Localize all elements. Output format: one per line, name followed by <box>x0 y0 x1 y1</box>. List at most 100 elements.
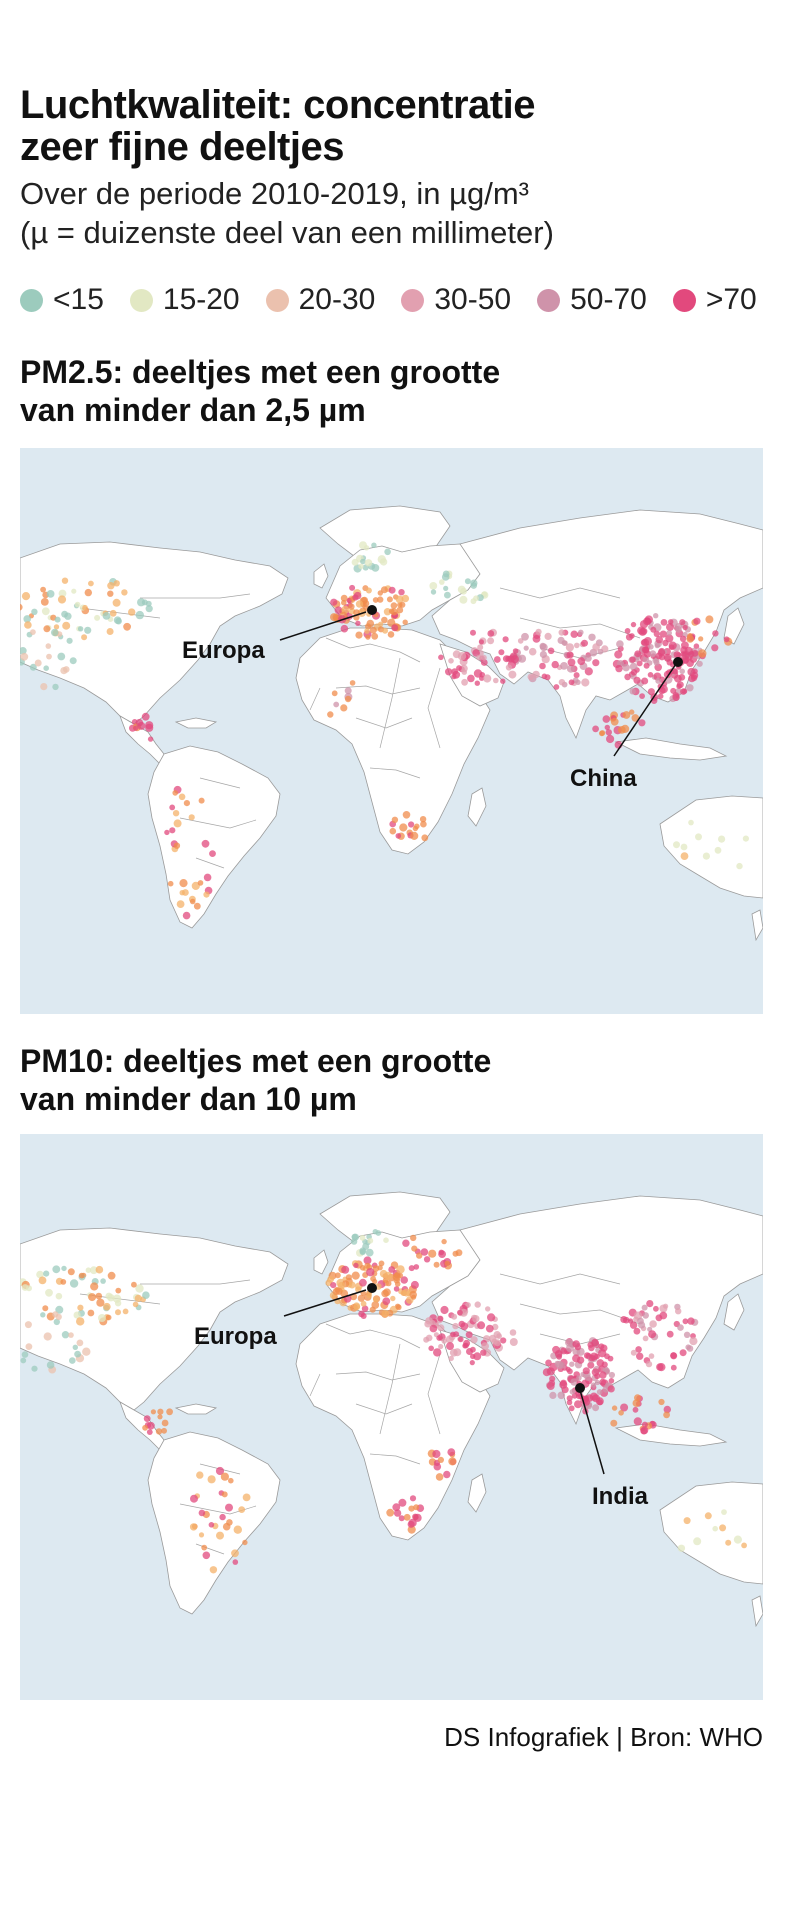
station-dot <box>493 1331 501 1339</box>
station-dot <box>607 1385 615 1393</box>
legend-label: 15-20 <box>162 283 240 316</box>
station-dot <box>433 1348 442 1357</box>
station-dot <box>693 617 701 625</box>
station-dot <box>599 730 606 736</box>
station-dot <box>698 636 704 642</box>
station-dot <box>643 662 650 669</box>
station-dot <box>345 1274 352 1281</box>
station-dot <box>447 1448 456 1456</box>
station-dot <box>429 582 438 590</box>
station-dot <box>666 623 674 632</box>
station-dot <box>663 653 672 662</box>
station-dot <box>658 1398 665 1406</box>
station-dot <box>419 816 427 823</box>
station-dot <box>456 665 462 671</box>
station-dot <box>566 1395 573 1402</box>
station-dot <box>498 649 505 656</box>
station-dot <box>58 589 67 598</box>
station-dot <box>410 1234 417 1242</box>
station-dot <box>355 600 364 608</box>
station-dot <box>647 688 655 696</box>
station-dot <box>96 1298 105 1307</box>
station-dot <box>77 626 84 632</box>
station-dot <box>718 835 726 843</box>
station-dot <box>113 580 120 587</box>
station-dot <box>167 880 174 887</box>
station-dot <box>420 1248 429 1256</box>
station-dot <box>508 670 517 679</box>
station-dot <box>712 1525 718 1532</box>
station-dot <box>337 1281 346 1290</box>
station-dot <box>232 1559 239 1565</box>
station-dot <box>228 1477 234 1484</box>
station-dot <box>672 693 680 701</box>
station-dot <box>587 1361 595 1369</box>
station-dot <box>622 711 631 719</box>
station-dot <box>410 831 419 840</box>
station-dot <box>610 1419 618 1427</box>
station-dot <box>341 1265 350 1274</box>
legend-item-20-30: 20-30 <box>265 283 375 317</box>
station-dot <box>102 612 111 620</box>
station-dot <box>188 814 195 821</box>
station-dot <box>439 579 445 585</box>
station-dot <box>373 1296 379 1303</box>
station-dot <box>388 608 395 614</box>
station-dot <box>391 624 399 632</box>
station-dot <box>365 634 371 640</box>
station-dot <box>725 1539 732 1546</box>
station-dot <box>201 1544 208 1551</box>
station-dot <box>145 600 152 607</box>
station-dot <box>334 606 343 615</box>
station-dot <box>617 726 626 734</box>
station-dot <box>161 1419 169 1427</box>
station-dot <box>461 669 467 675</box>
station-dot <box>359 1249 366 1256</box>
station-dot <box>629 1321 638 1329</box>
station-dot <box>653 1305 659 1312</box>
station-dot <box>135 1284 144 1293</box>
station-dot <box>95 1292 103 1300</box>
station-dot <box>386 1508 395 1517</box>
station-dot <box>443 585 449 591</box>
station-dot <box>150 1409 156 1415</box>
station-dot <box>400 1276 409 1284</box>
station-dot <box>365 1248 374 1257</box>
station-dot <box>377 1265 383 1271</box>
station-dot <box>203 891 210 898</box>
station-dot <box>435 1473 444 1481</box>
station-dot <box>40 683 48 691</box>
station-dot <box>648 1353 655 1359</box>
station-dot <box>95 1265 104 1274</box>
station-dot <box>182 911 191 920</box>
station-dot <box>331 690 338 697</box>
station-dot <box>445 1335 454 1344</box>
station-dot <box>521 632 529 641</box>
station-dot <box>493 677 499 684</box>
station-dot <box>551 660 559 669</box>
station-dot <box>675 1308 682 1315</box>
station-dot <box>570 1378 578 1386</box>
new-zealand-shape <box>751 909 763 942</box>
station-dot <box>24 621 32 629</box>
station-dot <box>630 669 638 676</box>
station-dot <box>643 617 652 626</box>
station-dot <box>535 628 542 635</box>
station-dot <box>155 1428 163 1435</box>
station-dot <box>60 1279 67 1285</box>
station-dot <box>123 622 131 631</box>
station-dot <box>453 1331 460 1338</box>
station-dot <box>52 1265 61 1274</box>
station-dot <box>681 688 688 694</box>
station-dot <box>458 1336 464 1343</box>
station-dot <box>71 588 77 594</box>
station-dot <box>53 1318 60 1326</box>
station-dot <box>581 678 590 687</box>
legend-swatch <box>129 288 153 312</box>
station-dot <box>371 564 380 572</box>
legend-swatch <box>537 288 561 312</box>
station-dot <box>663 1411 670 1419</box>
station-dot <box>470 1336 478 1344</box>
station-dot <box>629 662 638 671</box>
station-dot <box>595 1397 604 1406</box>
